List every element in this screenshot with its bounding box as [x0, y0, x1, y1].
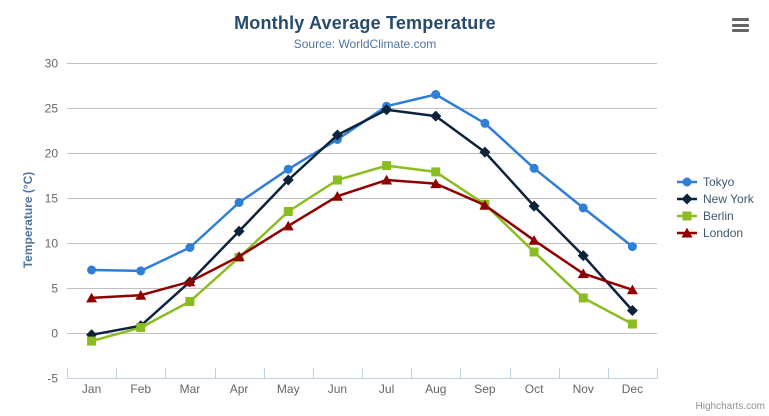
point-marker[interactable] — [234, 198, 244, 207]
y-axis-tick-label: 25 — [45, 102, 59, 116]
legend-square-marker-icon — [677, 211, 697, 221]
legend-label: Berlin — [703, 209, 734, 223]
point-marker[interactable] — [479, 146, 491, 158]
point-marker[interactable] — [529, 163, 539, 173]
point-marker[interactable] — [185, 297, 195, 306]
point-marker[interactable] — [331, 129, 343, 141]
legend-label: New York — [703, 192, 754, 206]
point-marker[interactable] — [87, 336, 97, 346]
point-marker[interactable] — [430, 178, 442, 189]
point-marker[interactable] — [381, 104, 393, 116]
point-marker[interactable] — [136, 323, 146, 333]
y-axis-tick-label: 10 — [45, 237, 59, 251]
point-marker[interactable] — [529, 247, 539, 257]
y-axis-title: Temperature (°C) — [21, 171, 35, 269]
legend-label: London — [703, 226, 744, 240]
point-marker[interactable] — [682, 177, 692, 187]
highcharts-credit[interactable]: Highcharts.com — [695, 401, 765, 412]
series-tokyo[interactable] — [87, 90, 637, 276]
x-axis-label: Nov — [573, 382, 594, 396]
point-marker[interactable] — [577, 250, 589, 262]
point-marker[interactable] — [283, 207, 293, 216]
point-marker[interactable] — [528, 235, 540, 245]
point-marker[interactable] — [431, 90, 441, 99]
series-line — [90, 108, 634, 337]
point-marker[interactable] — [578, 293, 588, 303]
series-line — [90, 164, 634, 343]
point-marker[interactable] — [282, 174, 294, 186]
point-marker[interactable] — [627, 319, 637, 329]
x-axis-label: Jan — [82, 382, 101, 396]
hamburger-menu-icon — [732, 18, 749, 21]
legend-diamond-marker-icon — [677, 193, 697, 205]
point-marker[interactable] — [184, 276, 196, 287]
point-marker[interactable] — [185, 243, 195, 252]
point-marker[interactable] — [382, 161, 392, 171]
point-marker[interactable] — [381, 174, 393, 185]
x-axis-label: Dec — [622, 382, 643, 396]
legend: Tokyo New York Berlin London — [676, 176, 754, 239]
point-marker[interactable] — [681, 193, 693, 205]
hamburger-menu-icon — [732, 29, 749, 32]
series-line — [90, 178, 634, 300]
point-marker[interactable] — [626, 305, 638, 316]
point-marker[interactable] — [233, 251, 245, 261]
x-axis-label: Jun — [328, 382, 347, 396]
y-axis-tick-label: 20 — [45, 147, 59, 161]
point-marker[interactable] — [626, 284, 638, 295]
point-marker[interactable] — [233, 225, 245, 237]
x-axis-label: Apr — [230, 382, 249, 396]
point-marker[interactable] — [136, 266, 146, 276]
legend-circle-marker-icon — [677, 177, 697, 187]
point-marker[interactable] — [430, 110, 442, 122]
x-axis-label: Feb — [130, 382, 151, 396]
point-marker[interactable] — [86, 292, 98, 303]
point-marker[interactable] — [431, 167, 441, 177]
point-marker[interactable] — [87, 265, 97, 275]
series-line — [90, 93, 634, 273]
x-axis-label: Sep — [474, 382, 496, 396]
point-marker[interactable] — [578, 203, 588, 213]
series-new-york[interactable] — [86, 104, 638, 341]
point-marker[interactable] — [681, 227, 693, 238]
point-marker[interactable] — [577, 268, 589, 279]
hamburger-menu-icon — [732, 23, 749, 27]
point-marker[interactable] — [528, 200, 540, 212]
x-axis-label: Aug — [425, 382, 446, 396]
point-marker[interactable] — [331, 191, 343, 201]
point-marker[interactable] — [282, 220, 294, 231]
export-menu-button[interactable] — [732, 18, 749, 32]
legend-item-new-york[interactable]: New York — [676, 193, 754, 205]
legend-item-tokyo[interactable]: Tokyo — [676, 176, 754, 188]
point-marker[interactable] — [479, 200, 491, 210]
point-marker[interactable] — [283, 164, 293, 174]
x-axis-label: Mar — [180, 382, 201, 396]
series-london[interactable] — [86, 174, 638, 303]
point-marker[interactable] — [332, 175, 342, 185]
chart-subtitle: Source: WorldClimate.com — [293, 37, 437, 51]
point-marker[interactable] — [682, 211, 692, 221]
x-axis-label: Oct — [525, 382, 544, 396]
y-axis-tick-label: 15 — [45, 192, 59, 206]
y-axis-tick-label: 0 — [51, 327, 58, 341]
y-axis-tick-label: 5 — [51, 282, 58, 296]
point-marker[interactable] — [135, 290, 147, 300]
x-axis-label: May — [277, 382, 300, 396]
x-axis-label: Jul — [379, 382, 394, 396]
point-marker[interactable] — [480, 118, 490, 128]
point-marker[interactable] — [627, 242, 637, 252]
legend-label: Tokyo — [703, 175, 735, 189]
y-axis-tick-label: -5 — [47, 372, 58, 386]
y-axis-tick-label: 30 — [45, 57, 59, 71]
legend-triangle-marker-icon — [677, 227, 697, 238]
legend-item-berlin[interactable]: Berlin — [676, 210, 754, 222]
legend-item-london[interactable]: London — [676, 227, 754, 239]
chart-title: Monthly Average Temperature — [234, 13, 496, 33]
